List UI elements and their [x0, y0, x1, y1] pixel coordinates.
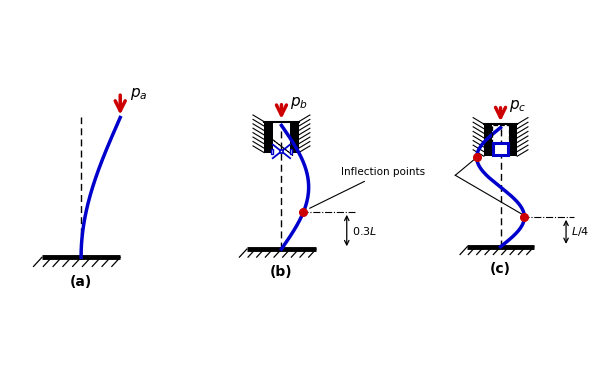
Bar [509, 124, 517, 156]
Text: 0.3$L$: 0.3$L$ [352, 225, 377, 237]
Bar [271, 149, 273, 154]
Bar [264, 122, 273, 153]
Bar [280, 150, 283, 153]
Text: Inflection points: Inflection points [310, 167, 425, 208]
Bar [493, 144, 508, 155]
Text: $p_a$: $p_a$ [130, 86, 148, 102]
Text: (c): (c) [490, 262, 511, 276]
Bar [290, 122, 299, 153]
Bar [492, 125, 509, 144]
Bar [290, 149, 292, 154]
Text: $p_b$: $p_b$ [290, 95, 308, 111]
Text: (b): (b) [270, 265, 293, 279]
Bar [484, 124, 492, 156]
Text: $p_c$: $p_c$ [509, 98, 526, 114]
Text: $L$/4: $L$/4 [571, 225, 589, 238]
Text: (a): (a) [70, 276, 92, 289]
